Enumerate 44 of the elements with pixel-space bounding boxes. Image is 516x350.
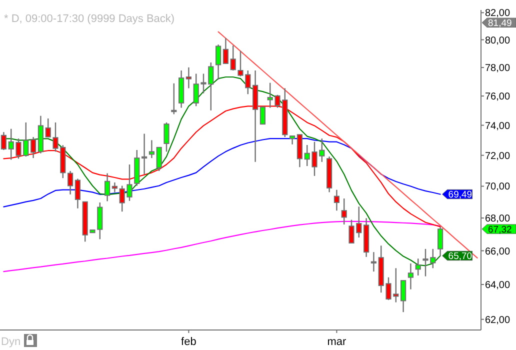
candlestick <box>415 258 421 276</box>
line-series <box>218 31 478 258</box>
candlestick <box>400 280 406 313</box>
candlestick <box>156 146 162 172</box>
candlestick <box>30 136 36 159</box>
candlestick <box>334 189 340 212</box>
candlestick <box>408 262 414 290</box>
candlestick <box>171 82 177 115</box>
data-label: 69,49 <box>448 190 472 201</box>
y-tick-label: 66,00 <box>485 246 510 258</box>
y-tick-label: 76,00 <box>485 92 510 103</box>
text: 81,49 <box>488 18 512 30</box>
candlestick <box>0 132 6 151</box>
candlestick <box>260 106 266 125</box>
y-tick-label: 74,00 <box>485 120 510 132</box>
y-tick-label: 70,00 <box>485 182 510 193</box>
candlestick <box>230 44 236 72</box>
candlestick <box>438 226 444 257</box>
x-tick-label: mar <box>327 336 347 348</box>
y-tick-label: 82,00 <box>485 8 510 20</box>
candlestick <box>222 38 228 65</box>
y-tick-label: 68,00 <box>485 214 510 225</box>
candlestick <box>186 66 192 89</box>
candlestick <box>216 44 222 80</box>
x-tick-label: feb <box>181 336 196 348</box>
text: Dyn <box>1 336 21 348</box>
candlestick <box>164 122 170 152</box>
y-tick-label: 72,00 <box>485 150 510 162</box>
candlestick <box>68 170 74 195</box>
y-tick-label: 64,00 <box>485 280 510 292</box>
y-tick-label: 78,00 <box>485 63 510 74</box>
candlestick <box>370 251 376 272</box>
y-tick-label: 80,00 <box>485 35 510 46</box>
text: 67,32 <box>488 224 512 236</box>
candlestick <box>104 172 110 202</box>
candlestick <box>112 182 118 193</box>
candlestick <box>142 133 148 175</box>
line-series <box>3 220 441 272</box>
candlestick <box>341 198 347 226</box>
y-tick-label: 62,00 <box>485 314 510 326</box>
candlestick <box>148 140 154 159</box>
chart-title: * D, 09:00-17:30 (9999 Days Back) <box>4 13 175 25</box>
candlestick <box>74 178 80 209</box>
data-label: 65,70 <box>448 251 472 262</box>
